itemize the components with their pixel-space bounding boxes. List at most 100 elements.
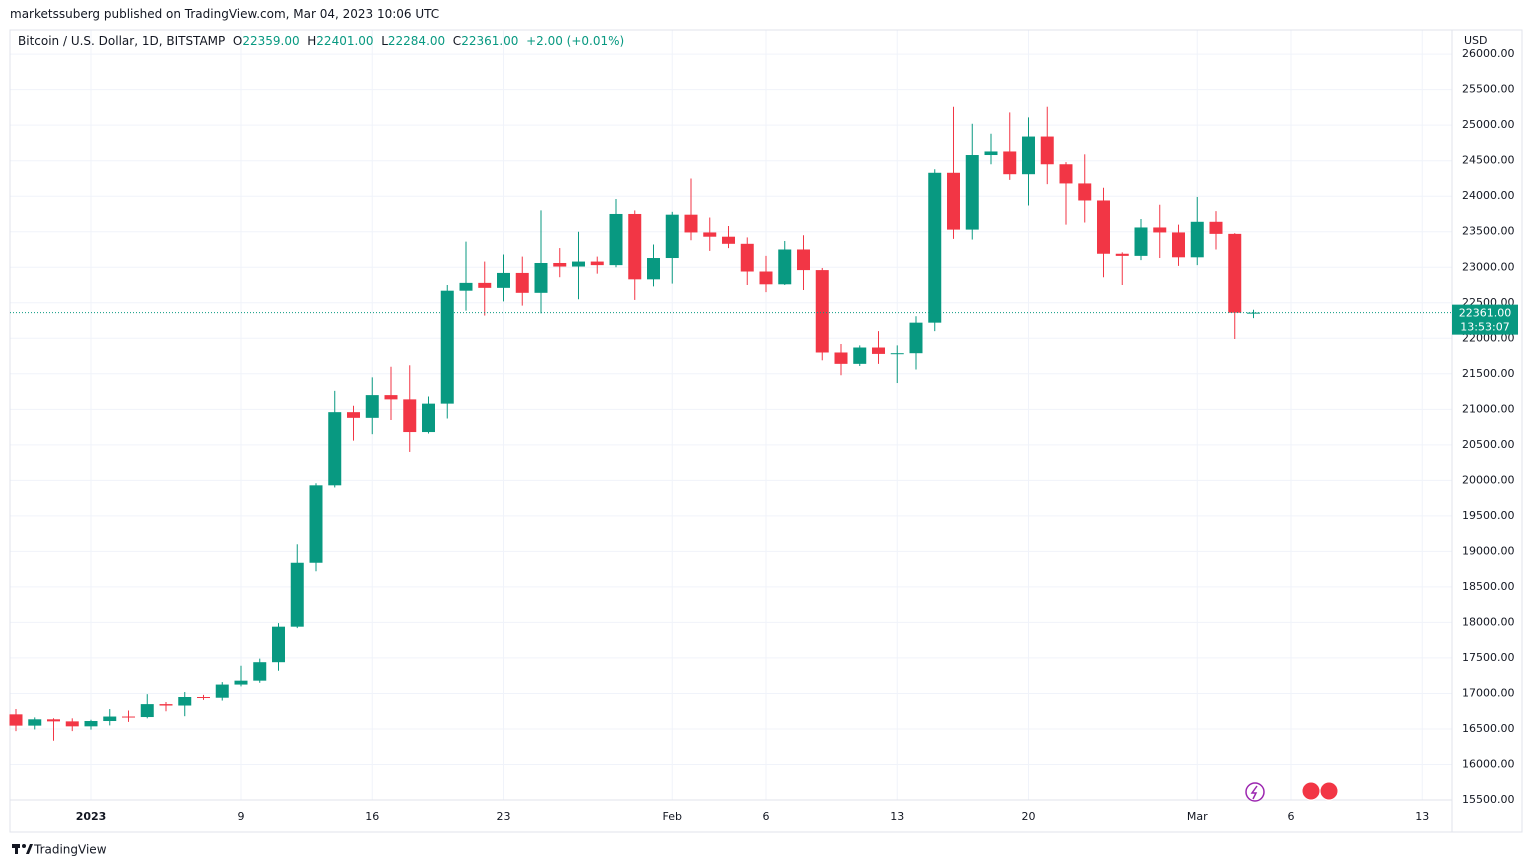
- candle-body: [365, 395, 379, 418]
- y-tick-label: 24500.00: [1462, 154, 1515, 167]
- candle-body: [609, 213, 623, 266]
- candle-body: [872, 347, 885, 354]
- y-tick-label: 20500.00: [1462, 438, 1515, 451]
- candle-body: [703, 232, 717, 237]
- candle-body: [965, 155, 979, 230]
- candle-body: [665, 214, 679, 259]
- events: [1245, 781, 1339, 802]
- candle-body: [628, 213, 642, 280]
- x-tick-label: Mar: [1187, 810, 1208, 823]
- o-key: O: [232, 34, 243, 48]
- candle-body: [1172, 232, 1185, 258]
- candle-body: [1078, 183, 1092, 201]
- y-tick-label: 23500.00: [1462, 225, 1515, 238]
- x-tick-label: 9: [238, 810, 245, 823]
- candle-body: [1134, 227, 1148, 256]
- candle-body: [497, 272, 510, 288]
- candle-body: [272, 626, 285, 663]
- h-key: H: [307, 34, 317, 48]
- x-tick-label: 20: [1022, 810, 1036, 823]
- candle-body: [890, 353, 904, 355]
- candle-body: [759, 271, 773, 285]
- candle-body: [122, 716, 135, 718]
- y-tick-label: 25000.00: [1462, 118, 1515, 131]
- candle-body: [797, 249, 810, 271]
- y-tick-label: 18000.00: [1462, 615, 1515, 628]
- brand: TradingView: [33, 843, 107, 857]
- candle-body: [178, 697, 192, 706]
- candle-body: [590, 261, 604, 266]
- y-tick-label: 17000.00: [1462, 686, 1515, 699]
- y-axis-label: USD: [1464, 34, 1488, 47]
- y-tick-label: 25500.00: [1462, 83, 1515, 96]
- symbol: Bitcoin / U.S. Dollar, 1D, BITSTAMP: [18, 34, 226, 48]
- y-tick-label: 24000.00: [1462, 189, 1515, 202]
- candle-body: [815, 270, 829, 353]
- x-tick-label: 13: [890, 810, 904, 823]
- candle-body: [1040, 136, 1054, 165]
- candle-body: [384, 395, 398, 400]
- candle-body: [9, 714, 23, 726]
- x-tick-label: 16: [365, 810, 379, 823]
- candle-body: [647, 258, 660, 280]
- candle-body: [947, 172, 960, 230]
- y-tick-label: 18500.00: [1462, 580, 1515, 593]
- candle-body: [553, 262, 567, 267]
- y-tick-label: 26000.00: [1462, 47, 1515, 60]
- y-tick-label: 15500.00: [1462, 793, 1515, 806]
- candle-body: [684, 214, 698, 233]
- open: 22359.00: [242, 34, 300, 48]
- candle-body: [1022, 136, 1035, 175]
- candle-body: [253, 662, 267, 681]
- x-tick-label: 6: [763, 810, 770, 823]
- y-tick-label: 19500.00: [1462, 509, 1515, 522]
- candle-body: [197, 697, 210, 699]
- candle-body: [1059, 164, 1073, 184]
- y-tick-label: 21000.00: [1462, 402, 1515, 415]
- candle-body: [1003, 151, 1017, 175]
- candle-body: [909, 322, 923, 354]
- y-tick-label: 17500.00: [1462, 651, 1515, 664]
- candle-body: [1097, 200, 1110, 254]
- x-tick-label: Feb: [663, 810, 682, 823]
- candles: [9, 106, 1260, 741]
- price-box: [1452, 304, 1518, 335]
- candle-body: [984, 151, 998, 156]
- candle-body: [65, 721, 79, 727]
- candle-body: [328, 412, 342, 486]
- candle-body: [928, 172, 942, 323]
- candle-body: [422, 403, 435, 433]
- candle-body: [740, 243, 754, 272]
- candle-body: [103, 716, 117, 722]
- candle-body: [1190, 221, 1204, 258]
- candle-body: [1209, 221, 1223, 234]
- candle-body: [1228, 233, 1242, 313]
- chart-frame: [9, 29, 1523, 833]
- tv-logo: [12, 844, 33, 854]
- candle-body: [853, 347, 867, 364]
- countdown: 13:53:07: [1460, 321, 1509, 334]
- low: 22284.00: [387, 34, 446, 48]
- candle-body: [515, 272, 529, 293]
- byline: marketssuberg published on TradingView.c…: [10, 7, 440, 21]
- candle-body: [572, 261, 585, 267]
- y-tick-label: 16000.00: [1462, 757, 1515, 770]
- candle-body: [47, 719, 60, 722]
- l-key: L: [381, 34, 388, 48]
- candle-body: [722, 236, 735, 244]
- candle-body: [347, 412, 360, 418]
- event-icon: [1319, 781, 1339, 801]
- x-tick-label: 23: [497, 810, 511, 823]
- candle-body: [309, 485, 323, 563]
- price-label: 22361.00: [1459, 307, 1512, 320]
- x-tick-label: 13: [1415, 810, 1429, 823]
- candle-body: [403, 399, 417, 433]
- y-tick-label: 21500.00: [1462, 367, 1515, 380]
- event-icon: [1250, 785, 1258, 800]
- candle-body: [459, 282, 473, 291]
- y-tick-label: 19000.00: [1462, 544, 1515, 557]
- candle-body: [1247, 312, 1260, 314]
- candle-body: [778, 249, 792, 285]
